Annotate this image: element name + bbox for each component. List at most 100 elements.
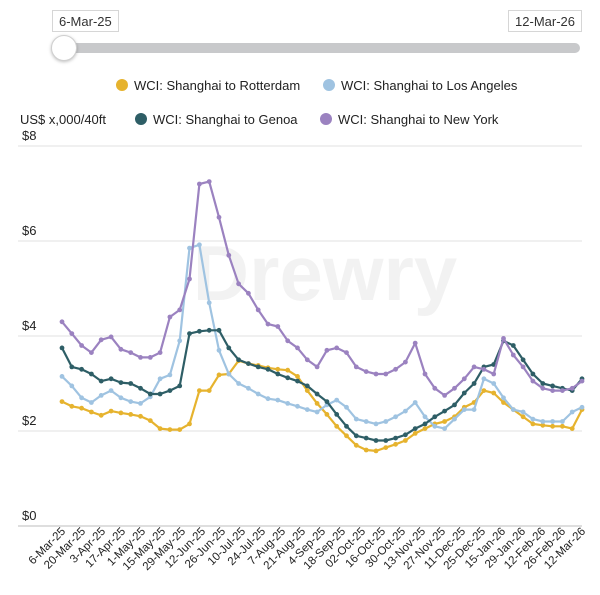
data-point[interactable] — [403, 408, 408, 414]
data-point[interactable] — [177, 427, 183, 432]
data-point[interactable] — [79, 405, 84, 411]
data-point[interactable] — [226, 345, 232, 351]
data-point[interactable] — [197, 181, 202, 187]
data-point[interactable] — [520, 409, 526, 415]
data-point[interactable] — [197, 328, 202, 334]
data-point[interactable] — [59, 345, 65, 351]
data-point[interactable] — [246, 290, 251, 296]
data-point[interactable] — [422, 426, 428, 431]
data-point[interactable] — [491, 381, 497, 386]
data-point[interactable] — [403, 359, 408, 365]
data-point[interactable] — [403, 432, 408, 438]
data-point[interactable] — [353, 416, 359, 422]
data-point[interactable] — [157, 391, 163, 397]
data-point[interactable] — [383, 445, 389, 450]
data-point[interactable] — [206, 327, 212, 333]
data-point[interactable] — [363, 447, 369, 453]
data-point[interactable] — [275, 397, 281, 403]
data-point[interactable] — [118, 395, 124, 401]
data-point[interactable] — [353, 442, 359, 448]
data-point[interactable] — [491, 390, 497, 396]
data-point[interactable] — [89, 409, 94, 415]
data-point[interactable] — [157, 426, 163, 431]
data-point[interactable] — [334, 397, 340, 403]
data-point[interactable] — [118, 380, 124, 385]
data-point[interactable] — [69, 331, 75, 336]
data-point[interactable] — [167, 372, 173, 378]
data-point[interactable] — [569, 426, 575, 431]
data-point[interactable] — [216, 372, 222, 378]
data-point[interactable] — [324, 412, 330, 417]
data-point[interactable] — [363, 369, 369, 374]
data-point[interactable] — [118, 346, 124, 352]
data-point[interactable] — [108, 334, 114, 340]
data-point[interactable] — [157, 376, 163, 382]
data-point[interactable] — [452, 385, 457, 391]
data-point[interactable] — [510, 343, 516, 348]
data-point[interactable] — [442, 419, 447, 424]
data-point[interactable] — [79, 395, 84, 401]
data-point[interactable] — [540, 422, 546, 428]
data-point[interactable] — [216, 347, 222, 353]
data-point[interactable] — [128, 399, 134, 404]
data-point[interactable] — [128, 412, 134, 417]
data-point[interactable] — [452, 402, 457, 408]
data-point[interactable] — [560, 423, 565, 429]
data-point[interactable] — [569, 385, 575, 391]
data-point[interactable] — [216, 327, 222, 333]
data-point[interactable] — [412, 431, 418, 436]
data-point[interactable] — [59, 319, 65, 325]
data-point[interactable] — [246, 361, 251, 366]
data-point[interactable] — [147, 355, 153, 360]
data-point[interactable] — [530, 421, 536, 427]
data-point[interactable] — [383, 419, 389, 424]
data-point[interactable] — [177, 307, 183, 313]
data-point[interactable] — [393, 441, 398, 447]
data-point[interactable] — [89, 400, 94, 405]
data-point[interactable] — [383, 438, 389, 443]
data-point[interactable] — [285, 338, 291, 344]
data-point[interactable] — [442, 408, 447, 414]
data-point[interactable] — [128, 381, 134, 386]
data-point[interactable] — [569, 409, 575, 415]
data-point[interactable] — [373, 448, 379, 454]
data-point[interactable] — [501, 395, 506, 401]
data-point[interactable] — [98, 337, 104, 343]
data-point[interactable] — [412, 340, 418, 346]
data-point[interactable] — [295, 374, 300, 379]
data-point[interactable] — [295, 403, 300, 409]
data-point[interactable] — [432, 423, 438, 429]
data-point[interactable] — [69, 364, 75, 370]
data-point[interactable] — [147, 391, 153, 397]
data-point[interactable] — [275, 366, 281, 372]
data-point[interactable] — [550, 419, 555, 424]
data-point[interactable] — [197, 388, 202, 393]
data-point[interactable] — [138, 401, 143, 406]
data-point[interactable] — [167, 427, 173, 432]
legend-item-new-york[interactable]: WCI: Shanghai to New York — [320, 112, 498, 127]
data-point[interactable] — [167, 388, 173, 393]
data-point[interactable] — [334, 423, 340, 429]
data-point[interactable] — [452, 416, 457, 422]
data-point[interactable] — [275, 371, 281, 377]
data-point[interactable] — [187, 245, 192, 251]
data-point[interactable] — [442, 426, 447, 431]
data-point[interactable] — [344, 404, 349, 410]
data-point[interactable] — [550, 423, 555, 429]
data-point[interactable] — [393, 435, 398, 441]
data-point[interactable] — [471, 407, 477, 412]
data-point[interactable] — [461, 376, 467, 382]
data-point[interactable] — [530, 378, 536, 384]
data-point[interactable] — [344, 433, 349, 439]
data-point[interactable] — [177, 383, 183, 389]
data-point[interactable] — [304, 357, 310, 363]
data-point[interactable] — [226, 371, 232, 377]
data-point[interactable] — [138, 355, 143, 360]
data-point[interactable] — [187, 331, 192, 336]
data-point[interactable] — [285, 375, 291, 381]
data-point[interactable] — [510, 352, 516, 358]
data-point[interactable] — [363, 435, 369, 441]
data-point[interactable] — [138, 385, 143, 391]
legend-item-los-angeles[interactable]: WCI: Shanghai to Los Angeles — [323, 78, 517, 93]
data-point[interactable] — [177, 338, 183, 344]
